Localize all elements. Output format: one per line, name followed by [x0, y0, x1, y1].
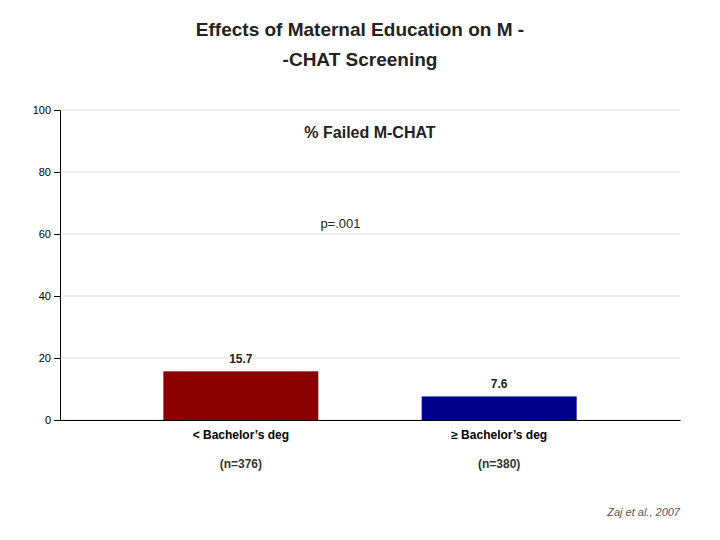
y-tick-label: 100: [33, 104, 51, 116]
y-tick: 20: [39, 352, 60, 364]
y-tick-label: 80: [39, 166, 51, 178]
data-labels: 15.7 7.6: [229, 352, 508, 391]
x-axis-line: [61, 420, 681, 421]
y-tick-label: 0: [45, 414, 51, 426]
y-tick-mark: [54, 234, 60, 235]
x-tick: < Bachelor’s deg: [193, 420, 289, 442]
chart-title: % Failed M-CHAT: [304, 124, 435, 141]
sample-label: (n=380): [478, 457, 520, 471]
y-tick-label: 60: [39, 228, 51, 240]
y-tick-mark: [54, 110, 60, 111]
y-tick-label: 20: [39, 352, 51, 364]
sample-labels: (n=376) (n=380): [220, 457, 521, 471]
bar: [163, 371, 318, 420]
chart: Effects of Maternal Education on M - -CHA…: [0, 0, 720, 540]
grid-line: [60, 110, 680, 111]
x-axis: < Bachelor’s deg ≥ Bachelor’s deg: [61, 420, 681, 442]
y-tick-mark: [54, 296, 60, 297]
y-tick: 0: [45, 414, 60, 426]
y-tick-mark: [54, 358, 60, 359]
grid-line: [60, 172, 680, 173]
title: Effects of Maternal Education on M -: [196, 19, 524, 40]
y-tick: 80: [39, 166, 60, 178]
y-axis: 0 20 40 60 80 100: [33, 104, 61, 426]
data-label: 15.7: [229, 352, 253, 366]
bars: [163, 371, 576, 420]
y-axis-line: [54, 111, 61, 421]
x-tick-label: < Bachelor’s deg: [193, 428, 289, 442]
grid: [60, 110, 680, 420]
sample-label: (n=376): [220, 457, 262, 471]
grid-line: [60, 234, 680, 235]
data-label: 7.6: [491, 377, 508, 391]
x-tick: ≥ Bachelor’s deg: [451, 420, 547, 442]
grid-line: [60, 420, 680, 421]
grid-line: [60, 296, 680, 297]
caption: Zaj et al., 2007: [606, 506, 681, 518]
y-tick-mark: [54, 420, 60, 421]
annotations: % Failed M-CHAT p=.001: [304, 124, 435, 231]
y-tick-mark: [54, 172, 60, 173]
bar: [422, 396, 577, 420]
grid-line: [60, 358, 680, 359]
y-tick: 100: [33, 104, 60, 116]
y-tick-label: 40: [39, 290, 51, 302]
title: -CHAT Screening: [283, 49, 438, 70]
plot: 0 20 40 60 80 100 < Bachelor’s deg ≥ Bachelor’s…: [33, 104, 681, 471]
y-tick: 40: [39, 290, 60, 302]
y-tick: 60: [39, 228, 60, 240]
p-value: p=.001: [320, 216, 360, 231]
x-tick-label: ≥ Bachelor’s deg: [451, 428, 547, 442]
